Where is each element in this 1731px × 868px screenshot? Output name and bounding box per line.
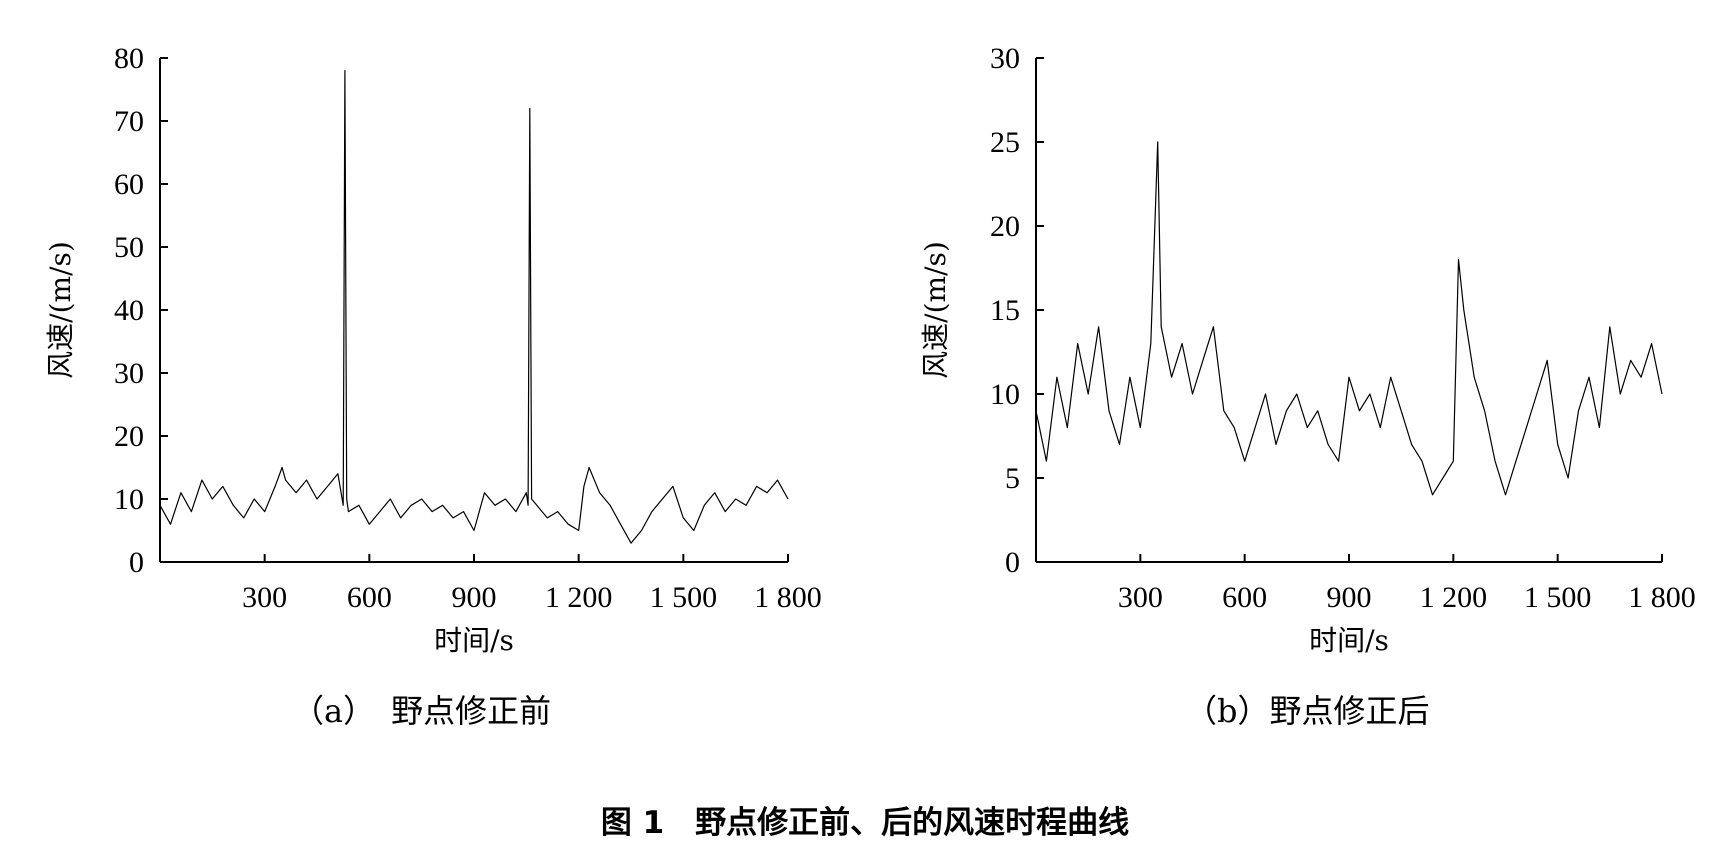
chart-a: 0 10 20 30 40 50 60 70 80 300 600 900 1 200 1 500 1 80… — [44, 42, 822, 657]
chart-a-x-tick-label: 300 — [242, 581, 287, 614]
chart-a-y-tick-label: 70 — [114, 105, 144, 138]
chart-b-y-tick-label: 30 — [990, 42, 1020, 75]
chart-b-y-tick-label: 15 — [990, 294, 1020, 327]
chart-b-series-line — [1035, 141, 1663, 496]
chart-a-y-tick-label: 80 — [114, 42, 144, 75]
chart-a-y-tick-label: 0 — [129, 546, 144, 579]
chart-b-x-tick-label: 300 — [1118, 581, 1163, 614]
chart-a-y-tick-label: 10 — [114, 483, 144, 516]
chart-a-x-axis-title: 时间/s — [434, 624, 514, 657]
chart-a-x-tick-label: 900 — [452, 581, 497, 614]
chart-b-x-tick-label: 1 500 — [1524, 581, 1592, 614]
chart-b: 0 5 10 15 20 25 30 300 600 900 1 200 1 500 1 800 风速/(… — [919, 42, 1696, 657]
chart-b-x-tick-label: 900 — [1327, 581, 1372, 614]
chart-b-y-tick-label: 0 — [1005, 546, 1020, 579]
chart-a-x-tick-label: 1 800 — [754, 581, 822, 614]
subcaption-b: （b）野点修正后 — [1185, 692, 1430, 730]
subcaption-a: （a） 野点修正前 — [292, 692, 551, 730]
chart-a-x-tick-label: 1 200 — [545, 581, 613, 614]
chart-a-y-tick-label: 50 — [114, 231, 144, 264]
chart-a-x-tick-label: 600 — [347, 581, 392, 614]
chart-b-y-tick-label: 20 — [990, 210, 1020, 243]
chart-a-series-line — [159, 69, 789, 544]
chart-a-y-tick-label: 40 — [114, 294, 144, 327]
chart-b-x-axis-title: 时间/s — [1309, 624, 1389, 657]
chart-b-x-tick-label: 600 — [1222, 581, 1267, 614]
chart-a-y-axis-title: 风速/(m/s) — [44, 241, 77, 379]
chart-b-y-axis-title: 风速/(m/s) — [919, 241, 952, 379]
figure-caption: 图 1 野点修正前、后的风速时程曲线 — [601, 805, 1129, 841]
chart-b-y-tick-label: 25 — [990, 126, 1020, 159]
chart-a-y-tick-label: 20 — [114, 420, 144, 453]
chart-b-y-tick-label: 10 — [990, 378, 1020, 411]
chart-a-y-tick-label: 60 — [114, 168, 144, 201]
chart-b-x-tick-label: 1 200 — [1420, 581, 1488, 614]
chart-b-x-tick-label: 1 800 — [1628, 581, 1696, 614]
chart-a-x-tick-label: 1 500 — [650, 581, 718, 614]
chart-b-y-tick-label: 5 — [1005, 462, 1020, 495]
chart-a-y-tick-label: 30 — [114, 357, 144, 390]
